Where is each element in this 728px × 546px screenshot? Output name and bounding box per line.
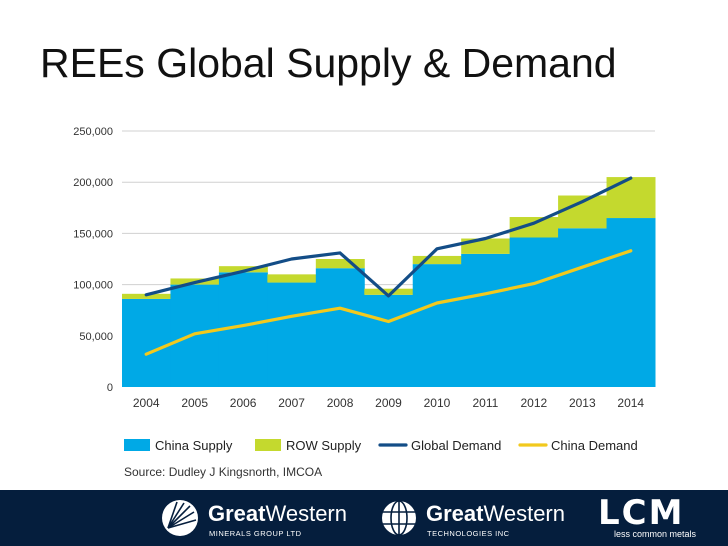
row-supply-bar	[364, 288, 414, 295]
chart-areas	[122, 177, 656, 387]
china-supply-bar	[170, 284, 220, 387]
x-tick-label: 2011	[473, 396, 499, 410]
logo2-name: GreatWestern	[426, 501, 565, 526]
footer-logo-bar: GreatWestern MINERALS GROUP LTD GreatWes…	[0, 490, 728, 546]
x-tick-label: 2005	[181, 396, 208, 410]
china-supply-bar	[267, 282, 317, 387]
china-supply-bar	[558, 228, 608, 387]
logo-less-common-metals: LCM less common metals	[598, 490, 708, 546]
x-tick-label: 2014	[617, 396, 644, 410]
y-tick-label: 100,000	[73, 280, 113, 292]
legend-label: China Demand	[551, 438, 638, 453]
row-supply-bar	[218, 266, 268, 273]
y-tick-label: 150,000	[73, 228, 113, 240]
global-demand-line	[144, 176, 633, 298]
logo-great-western-technologies: GreatWestern TECHNOLOGIES INC	[380, 490, 570, 546]
row-supply-bar	[122, 293, 171, 299]
row-supply-bar	[509, 217, 559, 238]
x-tick-label: 2006	[230, 396, 257, 410]
chart-legend: China Supply ROW Supply Global Demand China…	[124, 438, 638, 453]
row-supply-bar	[315, 259, 365, 269]
slide-title: REEs Global Supply & Demand	[40, 40, 617, 86]
starburst-icon	[162, 500, 198, 536]
legend-label: China Supply	[155, 438, 233, 453]
china-supply-bar	[122, 298, 171, 387]
row-supply-bar	[412, 255, 462, 265]
supply-demand-chart: 0 50,000 100,000 150,000 200,000 250,000 2004…	[73, 126, 656, 453]
x-tick-label: 2010	[424, 396, 451, 410]
y-tick-label: 50,000	[79, 331, 113, 343]
legend-label: ROW Supply	[286, 438, 362, 453]
x-tick-label: 2009	[375, 396, 402, 410]
x-tick-label: 2012	[521, 396, 548, 410]
china-supply-bar	[364, 294, 414, 387]
logo1-subtitle: MINERALS GROUP LTD	[209, 529, 302, 538]
logo1-name: GreatWestern	[208, 501, 347, 526]
china-demand-line	[144, 249, 633, 356]
globe-icon	[382, 500, 416, 536]
china-supply-bar	[461, 253, 511, 387]
china-supply-bar	[315, 268, 365, 387]
y-tick-label: 250,000	[73, 126, 113, 138]
lcm-subtitle: less common metals	[614, 529, 697, 539]
legend-swatch	[255, 439, 281, 451]
x-tick-label: 2007	[278, 396, 305, 410]
x-tick-label: 2013	[569, 396, 596, 410]
china-supply-bar	[606, 218, 656, 387]
lcm-wordmark: LCM	[598, 493, 685, 533]
y-tick-label: 200,000	[73, 177, 113, 189]
china-supply-bar	[509, 237, 559, 387]
row-supply-bar	[267, 274, 317, 283]
chart-source: Source: Dudley J Kingsnorth, IMCOA	[124, 465, 323, 479]
logo2-subtitle: TECHNOLOGIES INC	[427, 529, 510, 538]
legend-label: Global Demand	[411, 438, 501, 453]
row-supply-bar	[606, 177, 656, 219]
china-supply-bar	[412, 264, 462, 387]
x-tick-label: 2008	[327, 396, 354, 410]
x-axis: 2004 2005 2006 2007 2008 2009 2010 2011 2012 2013…	[133, 396, 645, 410]
x-tick-label: 2004	[133, 396, 160, 410]
y-tick-label: 0	[107, 382, 113, 394]
chart-lines	[144, 176, 633, 356]
y-axis: 0 50,000 100,000 150,000 200,000 250,000	[73, 126, 113, 394]
logo-great-western-minerals: GreatWestern MINERALS GROUP LTD	[160, 490, 350, 546]
legend-swatch	[124, 439, 150, 451]
